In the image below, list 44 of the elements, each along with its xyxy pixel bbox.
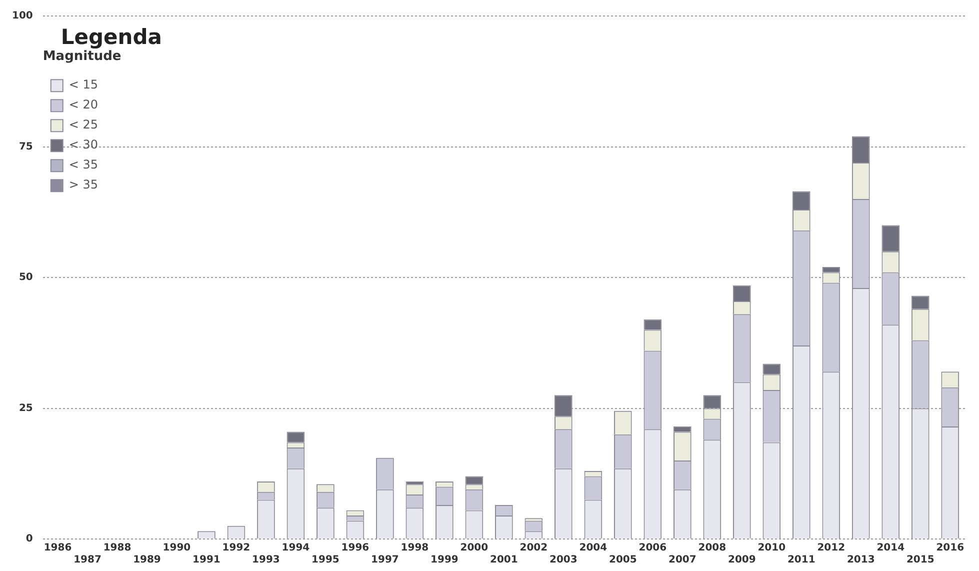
x-tick-label: 1986 bbox=[44, 542, 72, 554]
x-tick-label: 2003 bbox=[550, 554, 578, 566]
y-tick-label: 0 bbox=[26, 534, 33, 545]
x-tick-label: 2004 bbox=[579, 542, 608, 554]
x-tick-label: 2005 bbox=[609, 554, 637, 566]
x-tick-label: 1989 bbox=[133, 554, 161, 566]
y-tick-label: 50 bbox=[18, 272, 33, 284]
y-tick-label: 75 bbox=[18, 141, 33, 152]
x-tick-label: 2015 bbox=[906, 554, 934, 566]
x-tick-label: 2001 bbox=[490, 554, 518, 566]
x-tick-label: 1988 bbox=[103, 542, 132, 554]
x-tick-label: 1998 bbox=[400, 542, 429, 554]
x-tick-label: 1987 bbox=[74, 554, 102, 566]
x-tick-label: 2011 bbox=[787, 554, 816, 566]
x-tick-label: 2002 bbox=[520, 542, 548, 554]
legend-label: < 25 bbox=[68, 118, 98, 132]
x-tick-label: 1991 bbox=[192, 554, 220, 566]
x-tick-label: 1997 bbox=[371, 554, 399, 566]
x-tick-label: 2008 bbox=[698, 542, 726, 554]
x-tick-label: 2016 bbox=[936, 542, 964, 554]
x-tick-label: 1993 bbox=[252, 554, 280, 566]
x-tick-label: 2010 bbox=[758, 542, 786, 554]
chart-title: Legenda bbox=[60, 24, 162, 49]
x-tick-label: 2012 bbox=[817, 542, 846, 554]
x-tick-label: 2013 bbox=[846, 554, 875, 566]
legend-label: < 15 bbox=[68, 78, 98, 92]
legend-title: Magnitude bbox=[42, 48, 122, 64]
y-tick-label: 25 bbox=[18, 402, 33, 414]
x-tick-label: 1995 bbox=[312, 554, 340, 566]
x-tick-label: 1994 bbox=[282, 542, 310, 554]
legend-label: > 35 bbox=[68, 178, 98, 192]
x-tick-label: 1999 bbox=[430, 554, 458, 566]
legend-label: < 20 bbox=[68, 98, 98, 112]
x-tick-label: 2000 bbox=[460, 542, 488, 554]
x-tick-label: 2014 bbox=[876, 542, 905, 554]
x-tick-label: 1996 bbox=[341, 542, 370, 554]
x-tick-label: 1990 bbox=[162, 542, 191, 554]
x-tick-label: 2009 bbox=[728, 554, 756, 566]
x-tick-label: 2007 bbox=[668, 554, 696, 566]
y-tick-label: 100 bbox=[12, 10, 33, 22]
x-tick-label: 1992 bbox=[222, 542, 250, 554]
x-tick-label: 2006 bbox=[638, 542, 667, 554]
legend-label: < 30 bbox=[68, 138, 98, 152]
legend-label: < 35 bbox=[68, 158, 98, 172]
